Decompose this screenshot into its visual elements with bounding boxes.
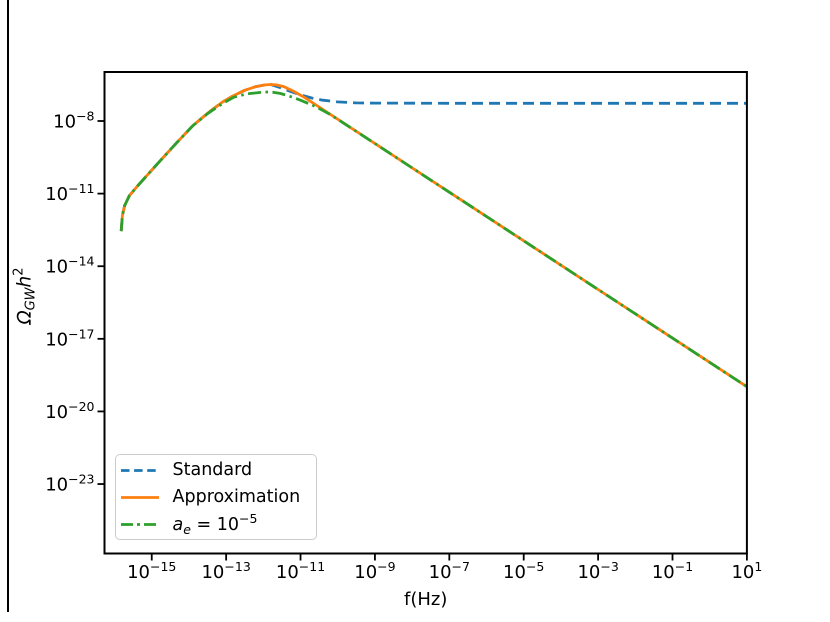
x-tick-label: 10−3	[577, 559, 618, 583]
y-axis-label: ΩGWh2	[12, 267, 39, 324]
axes-spines	[103, 71, 748, 555]
legend-entry-standard: Standard	[120, 457, 308, 484]
legend-entry-approximation: Approximation	[120, 484, 308, 511]
series-group	[119, 83, 747, 388]
series-line-approximation	[119, 83, 747, 388]
legend-line-sample-ae	[120, 523, 159, 526]
x-tick-label: 10−15	[127, 559, 176, 583]
x-tick-label: 10−5	[503, 559, 544, 583]
y-tick-label: 10−23	[45, 472, 94, 496]
legend-line-sample-standard	[120, 469, 159, 472]
y-tick-label: 10−14	[45, 254, 94, 278]
x-axis-label: f(Hz)	[404, 589, 448, 610]
y-tick-label: 10−17	[45, 326, 94, 350]
x-tick-label: 10−11	[276, 559, 325, 583]
legend-label-ae: ae = 10−5	[172, 510, 258, 537]
y-tick-label: 10−8	[53, 109, 94, 133]
y-axis-label-part: Ω	[14, 310, 36, 325]
legend: Standard Approximation ae = 10−5	[114, 454, 317, 540]
y-axis-label-part: h	[14, 275, 36, 288]
x-tick-label: 10−9	[354, 559, 395, 583]
x-tick-label: 10−7	[429, 559, 470, 583]
legend-entry-ae: ae = 10−5	[120, 510, 308, 538]
x-tick-label: 10−13	[201, 559, 250, 583]
window-left-border	[7, 0, 9, 612]
y-tick-label: 10−20	[45, 399, 94, 423]
y-tick-label: 10−11	[45, 181, 94, 205]
y-axis-label-part: GW	[23, 287, 39, 311]
legend-label-approximation: Approximation	[172, 486, 301, 507]
legend-label-standard: Standard	[172, 459, 253, 480]
x-tick-label: 10−1	[652, 559, 693, 583]
series-line-a-e-10-5	[119, 90, 747, 388]
x-tick-label: 101	[731, 559, 762, 583]
legend-line-sample-approximation	[120, 496, 159, 499]
y-axis-label-part: 2	[11, 267, 27, 276]
